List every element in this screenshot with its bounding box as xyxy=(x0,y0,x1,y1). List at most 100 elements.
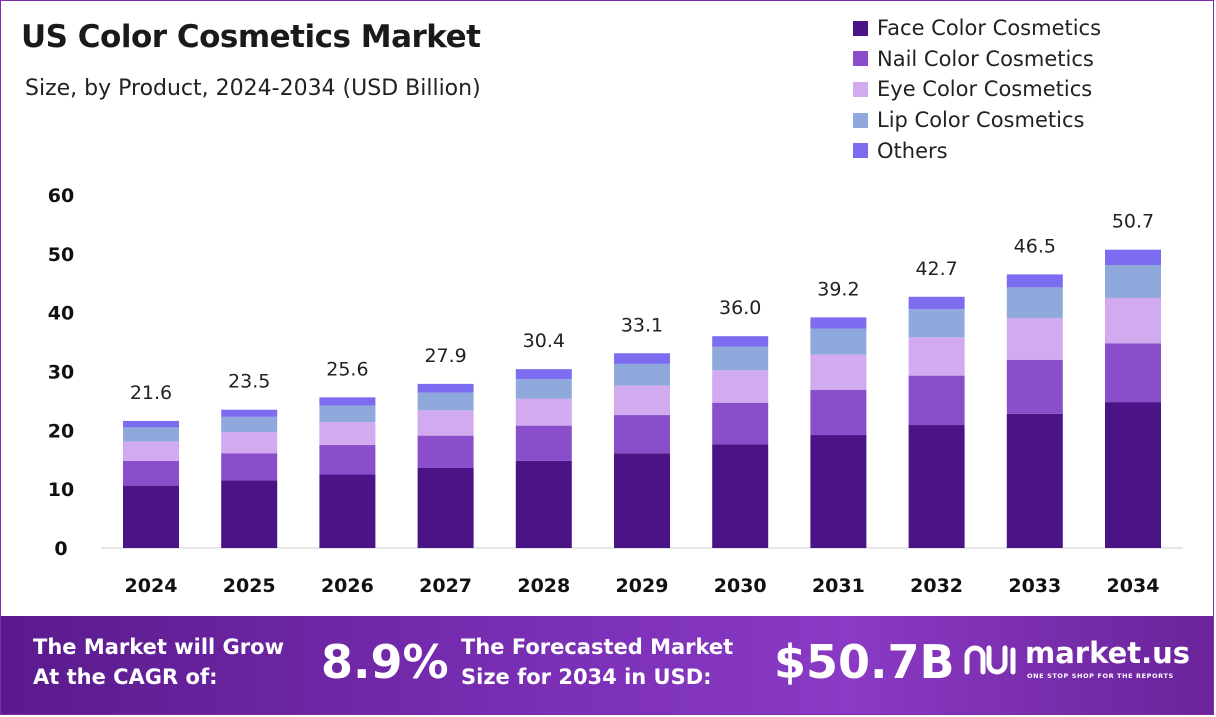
x-tick-label: 2033 xyxy=(1008,575,1061,597)
bar-segment xyxy=(1006,287,1063,318)
y-tick-label: 60 xyxy=(48,185,74,207)
legend-label: Lip Color Cosmetics xyxy=(877,108,1085,133)
cagr-label-line1: The Market will Grow xyxy=(33,635,284,659)
bar-segment xyxy=(221,409,278,417)
bar-segment xyxy=(319,474,376,548)
y-tick-label: 0 xyxy=(54,538,67,560)
cagr-label-line2: At the CAGR of: xyxy=(33,665,218,689)
bar-segment xyxy=(1006,274,1063,288)
bar-segment xyxy=(1006,359,1063,414)
bar-segment xyxy=(712,336,769,347)
bar-segment xyxy=(221,453,278,481)
bar-segment xyxy=(810,328,867,355)
cagr-value: 8.9% xyxy=(321,635,449,689)
bar-total-label: 27.9 xyxy=(424,345,466,367)
bar-segment xyxy=(614,453,670,548)
bar-segment xyxy=(614,353,670,364)
y-tick-label: 40 xyxy=(48,303,74,325)
bar-segment xyxy=(810,389,867,436)
y-tick-label: 10 xyxy=(48,479,74,501)
bar-segment xyxy=(417,392,474,411)
bar-segment xyxy=(515,379,572,399)
bar-segment xyxy=(319,405,376,423)
bar-segment xyxy=(515,369,572,380)
bar-segment xyxy=(123,485,179,548)
bar-total-label: 23.5 xyxy=(228,371,270,393)
bar-segment xyxy=(908,375,965,426)
brand-name[interactable]: market.us xyxy=(1025,636,1191,670)
legend-swatch xyxy=(853,143,868,159)
bar-total-label: 50.7 xyxy=(1112,211,1154,233)
legend-item: Nail Color Cosmetics xyxy=(853,44,1101,75)
legend-label: Face Color Cosmetics xyxy=(877,16,1102,41)
bar-total-label: 42.7 xyxy=(915,258,957,280)
x-tick-label: 2031 xyxy=(812,575,865,597)
legend-swatch xyxy=(853,81,868,97)
legend-swatch xyxy=(853,20,868,36)
bar-total-label: 25.6 xyxy=(326,358,368,380)
x-tick-label: 2026 xyxy=(321,575,374,597)
chart-subtitle: Size, by Product, 2024-2034 (USD Billion… xyxy=(25,76,481,101)
bar-segment xyxy=(712,370,769,403)
bar-segment xyxy=(221,432,278,454)
legend-label: Eye Color Cosmetics xyxy=(877,77,1093,102)
legend: Face Color Cosmetics Nail Color Cosmetics… xyxy=(853,13,1101,166)
bar-segment xyxy=(712,346,769,371)
x-tick-label: 2034 xyxy=(1107,575,1160,597)
bar-segment xyxy=(515,425,572,461)
bar-segment xyxy=(319,422,376,446)
bar-segment xyxy=(1006,413,1063,548)
bar-total-label: 36.0 xyxy=(719,297,761,319)
bar-segment xyxy=(810,435,867,548)
bar-segment xyxy=(810,317,867,329)
bar-segment xyxy=(417,467,474,548)
x-tick-label: 2025 xyxy=(223,575,276,597)
legend-item: Face Color Cosmetics xyxy=(853,13,1101,44)
legend-swatch xyxy=(853,51,868,67)
bar-segment xyxy=(319,445,376,475)
bar-segment xyxy=(614,415,670,454)
x-tick-label: 2028 xyxy=(517,575,570,597)
bar-segment xyxy=(221,480,278,548)
legend-item: Eye Color Cosmetics xyxy=(853,74,1101,105)
brand-tagline: ONE STOP SHOP FOR THE REPORTS xyxy=(1027,672,1174,680)
bar-segment xyxy=(417,435,474,468)
y-tick-label: 50 xyxy=(48,244,74,266)
legend-label: Nail Color Cosmetics xyxy=(877,46,1094,71)
bar-total-label: 39.2 xyxy=(817,278,859,300)
bar-segment xyxy=(123,460,179,486)
bar-segment xyxy=(221,416,278,433)
y-tick-label: 30 xyxy=(48,362,74,384)
bar-segment xyxy=(417,383,474,393)
bar-segment xyxy=(908,296,965,310)
x-tick-label: 2027 xyxy=(419,575,472,597)
footer-banner: The Market will Grow At the CAGR of: 8.9… xyxy=(1,616,1213,714)
legend-swatch xyxy=(853,112,868,128)
bar-segment xyxy=(908,309,965,338)
bar-segment xyxy=(417,410,474,436)
forecast-label-line2: Size for 2034 in USD: xyxy=(461,665,712,689)
bar-segment xyxy=(712,402,769,445)
bar-total-label: 21.6 xyxy=(130,382,172,404)
x-tick-label: 2032 xyxy=(910,575,963,597)
bar-total-label: 33.1 xyxy=(621,314,663,336)
forecast-value: $50.7B xyxy=(774,635,955,689)
legend-item: Others xyxy=(853,135,1101,166)
forecast-label-line1: The Forecasted Market xyxy=(461,635,734,659)
bar-segment xyxy=(810,354,867,390)
bar-segment xyxy=(908,337,965,376)
bar-segment xyxy=(1105,297,1161,344)
bar-segment xyxy=(1105,265,1161,298)
bar-segment xyxy=(123,441,179,461)
y-tick-label: 20 xyxy=(48,420,74,442)
chart-plot: 010203040506021.6202423.5202525.6202627.… xyxy=(48,185,1183,597)
bar-segment xyxy=(1105,343,1161,403)
market-us-logo-icon xyxy=(964,645,1016,675)
bar-segment xyxy=(614,363,670,386)
x-tick-label: 2029 xyxy=(616,575,669,597)
chart-title: US Color Cosmetics Market xyxy=(21,19,481,55)
bar-segment xyxy=(123,420,179,428)
bar-total-label: 46.5 xyxy=(1014,235,1056,257)
legend-item: Lip Color Cosmetics xyxy=(853,105,1101,136)
